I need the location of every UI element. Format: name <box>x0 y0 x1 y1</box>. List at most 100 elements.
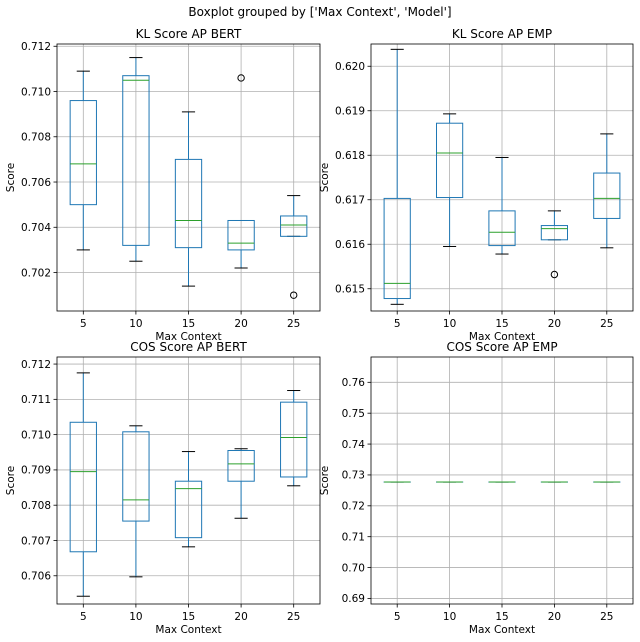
panel-title: COS Score AP EMP <box>446 340 557 354</box>
flier-0 <box>550 270 559 279</box>
y-tick-label: 0.712 <box>21 359 51 371</box>
axes-frame <box>370 43 634 312</box>
x-tick-label: 5 <box>394 318 401 330</box>
box-10 <box>436 113 464 247</box>
x-tick-label: 25 <box>287 611 300 623</box>
axes-frame <box>56 356 321 605</box>
box-20 <box>540 210 568 279</box>
box-5 <box>383 48 411 305</box>
y-tick-label: 0.707 <box>21 535 51 547</box>
box-body <box>227 450 255 482</box>
box-body <box>174 158 203 249</box>
box-5 <box>69 372 97 597</box>
x-axis-label: Max Context <box>155 331 221 343</box>
x-tick-label: 25 <box>600 611 613 623</box>
box-20 <box>227 448 255 519</box>
panel-title: COS Score AP BERT <box>130 340 247 354</box>
x-axis-label: Max Context <box>469 331 535 343</box>
box-body <box>593 172 621 219</box>
y-axis-label: Score <box>5 163 17 192</box>
box-body <box>122 431 150 522</box>
box-body <box>436 122 464 199</box>
box-10 <box>122 425 150 578</box>
x-tick-label: 20 <box>234 611 247 623</box>
box-25 <box>593 133 621 249</box>
y-tick-label: 0.72 <box>342 501 365 513</box>
x-tick-label: 25 <box>600 318 613 330</box>
x-axis-label: Max Context <box>469 624 535 636</box>
box-body <box>383 197 411 300</box>
x-tick-label: 10 <box>443 611 456 623</box>
y-tick-label: 0.704 <box>21 222 51 234</box>
panel-title: KL Score AP BERT <box>136 27 242 41</box>
box-20 <box>227 74 255 269</box>
box-25 <box>280 195 308 299</box>
flier-0 <box>237 74 245 82</box>
x-tick-label: 15 <box>495 318 508 330</box>
box-body <box>227 219 255 251</box>
y-tick-label: 0.712 <box>21 41 51 53</box>
box-15 <box>488 156 516 255</box>
box-body <box>280 215 308 237</box>
box-5 <box>69 70 97 251</box>
x-tick-label: 15 <box>182 611 195 623</box>
y-tick-label: 0.619 <box>335 106 365 118</box>
x-tick-label: 25 <box>287 318 300 330</box>
y-axis-label: Score <box>319 466 331 495</box>
panel-2: 0.615 0.616 0.617 0.618 0.619 0.620 5 10 15 20 25 K… <box>319 27 634 343</box>
x-tick-label: 5 <box>394 611 401 623</box>
x-tick-label: 20 <box>548 318 561 330</box>
x-tick-label: 5 <box>80 611 87 623</box>
y-tick-label: 0.702 <box>21 267 51 279</box>
y-tick-label: 0.615 <box>335 284 365 296</box>
y-tick-label: 0.710 <box>21 86 51 98</box>
y-tick-label: 0.617 <box>335 195 365 207</box>
panel-4: 0.69 0.70 0.71 0.72 0.73 0.74 0.75 0.76 5 10 15 20 2… <box>319 340 634 636</box>
box-body <box>280 401 308 478</box>
y-axis-label: Score <box>5 466 17 495</box>
y-tick-label: 0.709 <box>21 465 51 477</box>
y-tick-label: 0.73 <box>342 470 365 482</box>
box-25 <box>280 390 308 487</box>
box-body <box>122 75 150 246</box>
axes-frame <box>370 356 634 605</box>
y-tick-label: 0.71 <box>342 531 365 543</box>
x-tick-label: 15 <box>495 611 508 623</box>
y-tick-label: 0.76 <box>342 377 366 389</box>
box-body <box>540 225 568 241</box>
box-15 <box>174 451 203 548</box>
y-tick-label: 0.616 <box>335 239 365 251</box>
box-body <box>69 100 97 206</box>
x-tick-label: 10 <box>443 318 456 330</box>
y-tick-label: 0.711 <box>21 394 51 406</box>
flier-0 <box>290 291 298 299</box>
x-tick-label: 15 <box>182 318 195 330</box>
x-tick-label: 5 <box>80 318 87 330</box>
y-tick-label: 0.75 <box>342 408 365 420</box>
panel-3: 0.706 0.707 0.708 0.709 0.710 0.711 0.712 5 10 15… <box>5 340 321 636</box>
box-15 <box>174 111 203 287</box>
y-tick-label: 0.710 <box>21 429 51 441</box>
y-tick-label: 0.706 <box>21 177 51 189</box>
y-tick-label: 0.74 <box>342 439 366 451</box>
x-tick-label: 20 <box>548 611 561 623</box>
figure-suptitle: Boxplot grouped by ['Max Context', 'Mode… <box>188 5 452 19</box>
x-tick-label: 10 <box>129 611 142 623</box>
y-tick-label: 0.620 <box>335 61 365 73</box>
y-tick-label: 0.618 <box>335 150 365 162</box>
box-body <box>488 210 516 247</box>
y-axis-label: Score <box>319 163 331 192</box>
y-tick-label: 0.69 <box>342 593 365 605</box>
y-tick-label: 0.708 <box>21 500 51 512</box>
x-axis-label: Max Context <box>155 624 221 636</box>
y-tick-label: 0.708 <box>21 132 51 144</box>
box-body <box>174 480 203 539</box>
y-tick-label: 0.70 <box>342 562 365 574</box>
x-tick-label: 10 <box>129 318 142 330</box>
box-body <box>69 421 97 553</box>
box-10 <box>122 57 150 262</box>
axes-frame <box>56 43 321 312</box>
x-tick-label: 20 <box>234 318 247 330</box>
